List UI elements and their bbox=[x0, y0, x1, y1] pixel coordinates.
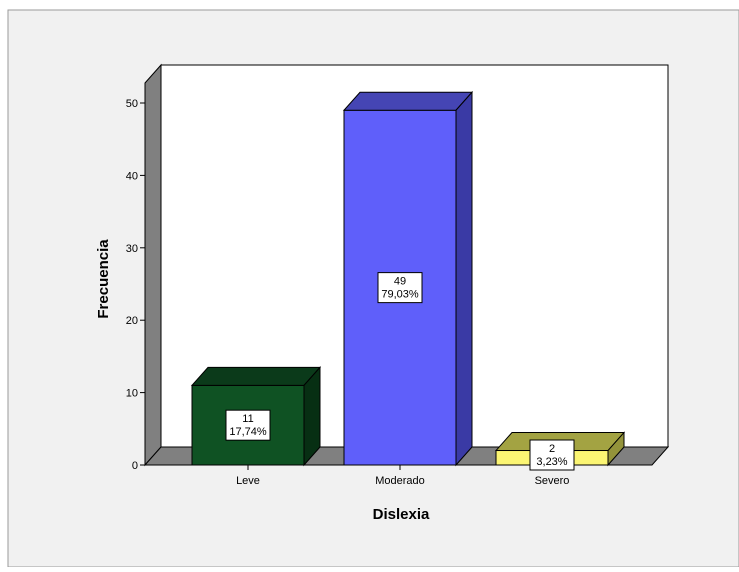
data-label-count: 11 bbox=[242, 413, 253, 425]
y-tick-label: 10 bbox=[126, 388, 138, 400]
data-label-box bbox=[225, 409, 271, 441]
data-label-count: 49 bbox=[394, 276, 406, 288]
bar-group: 23,23% bbox=[494, 431, 626, 471]
y-tick-label: 50 bbox=[126, 98, 138, 110]
x-tick-label: Severo bbox=[535, 475, 570, 487]
data-label-count: 2 bbox=[549, 443, 555, 455]
bar-side bbox=[455, 90, 473, 467]
bar-side bbox=[607, 431, 625, 467]
plot-left-wall bbox=[144, 63, 162, 467]
x-axis-title: Dislexia bbox=[373, 506, 430, 523]
x-tick-label: Leve bbox=[236, 475, 260, 487]
data-label-box bbox=[377, 272, 423, 304]
data-label-percent: 17,74% bbox=[229, 426, 267, 438]
bar-top bbox=[342, 91, 474, 111]
x-tick-label: Moderado bbox=[375, 475, 425, 487]
data-label-percent: 79,03% bbox=[381, 289, 419, 301]
y-tick-label: 20 bbox=[126, 315, 138, 327]
y-tick-label: 0 bbox=[132, 460, 138, 472]
data-label-box bbox=[529, 439, 575, 471]
data-label-percent: 3,23% bbox=[536, 456, 567, 468]
bar-top bbox=[190, 366, 322, 386]
y-tick-label: 30 bbox=[126, 243, 138, 255]
y-axis-title: Frecuencia bbox=[95, 239, 112, 319]
y-tick-label: 40 bbox=[126, 170, 138, 182]
bar-side bbox=[303, 366, 321, 467]
